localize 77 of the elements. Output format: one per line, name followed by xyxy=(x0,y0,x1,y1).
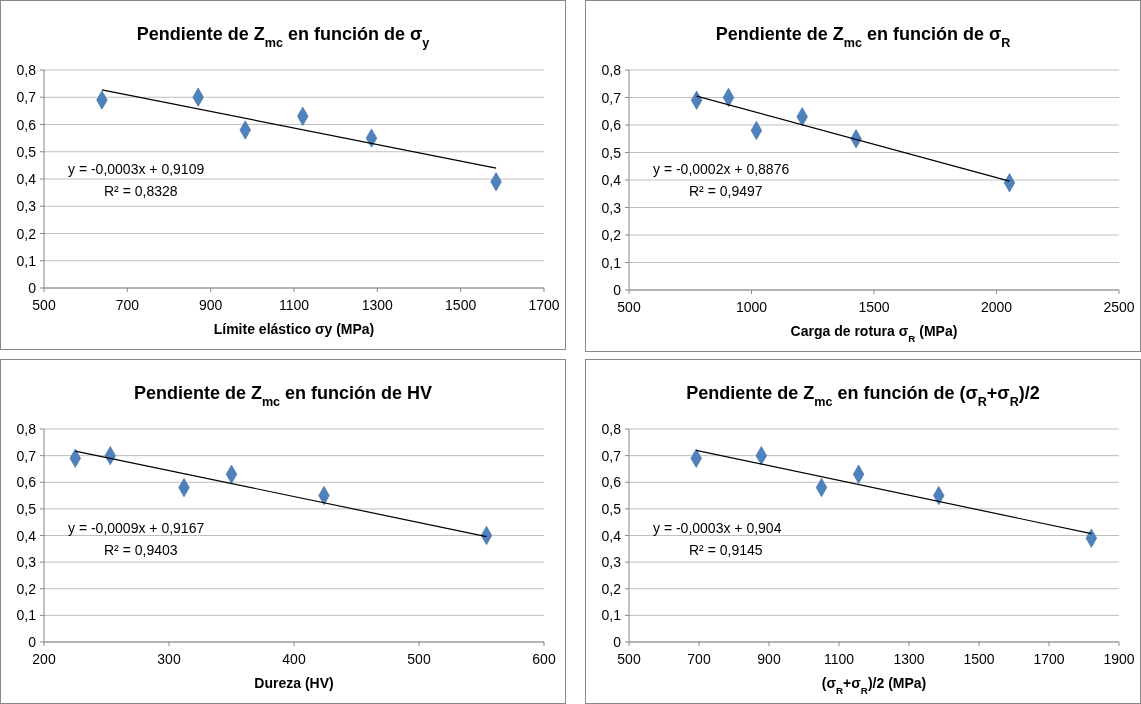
x-tick-label: 500 xyxy=(407,651,431,667)
chart-title: Pendiente de Z$_{mc}$ en función de σ$_{R}$ xyxy=(715,24,1011,50)
y-tick-label: 0 xyxy=(28,280,37,296)
annotation: R² = 0,9403 xyxy=(104,542,178,558)
x-tick-label: 700 xyxy=(115,297,140,313)
x-axis-title: Dureza (HV) xyxy=(254,675,334,691)
y-tick-label: 0,2 xyxy=(601,580,622,597)
y-tick-label: 0,7 xyxy=(601,89,622,106)
y-tick-label: 0,6 xyxy=(601,117,622,133)
chart-title: Pendiente de Z$_{mc}$ en función de HV xyxy=(133,383,433,409)
y-tick-label: 0 xyxy=(613,282,622,298)
x-tick-label: 1700 xyxy=(528,297,560,313)
y-tick-label: 0,8 xyxy=(601,421,622,437)
y-tick-label: 0,3 xyxy=(16,198,37,215)
y-tick-label: 0,7 xyxy=(16,89,37,106)
annotation: y = -0,0003x + 0,9109 xyxy=(68,161,205,177)
x-tick-label: 2000 xyxy=(980,299,1013,315)
y-tick-label: 0,1 xyxy=(16,607,37,624)
x-tick-label: 500 xyxy=(617,651,641,667)
x-tick-label: 1000 xyxy=(735,299,768,315)
x-axis-title: (σ$_{R}$+σ$_{R}$)/2 (MPa) xyxy=(821,675,927,696)
y-tick-label: 0,4 xyxy=(16,171,37,187)
x-tick-label: 900 xyxy=(198,297,223,313)
y-tick-label: 0,3 xyxy=(601,199,622,216)
x-axis-title: Carga de rotura σ$_{R}$ (MPa) xyxy=(790,323,958,344)
x-tick-label: 1300 xyxy=(893,651,925,667)
y-tick-label: 0,5 xyxy=(601,144,622,161)
y-tick-label: 0,8 xyxy=(601,62,622,78)
x-tick-label: 2500 xyxy=(1103,299,1135,315)
x-tick-label: 1500 xyxy=(963,651,995,667)
y-tick-label: 0,4 xyxy=(16,527,37,544)
y-tick-label: 0 xyxy=(28,634,37,650)
y-tick-label: 0,2 xyxy=(16,580,37,597)
y-tick-label: 0,5 xyxy=(601,500,622,517)
chart-title: Pendiente de Z$_{mc}$ en función de σ$_{y}$ xyxy=(136,24,430,50)
y-tick-label: 0,5 xyxy=(16,143,37,160)
y-tick-label: 0,4 xyxy=(601,527,622,544)
y-tick-label: 0,4 xyxy=(601,172,622,188)
x-tick-label: 300 xyxy=(157,651,181,667)
x-tick-label: 1900 xyxy=(1103,651,1135,667)
x-tick-label: 600 xyxy=(532,651,556,667)
y-tick-label: 0,2 xyxy=(601,227,622,243)
x-tick-label: 200 xyxy=(32,651,56,667)
x-tick-label: 1500 xyxy=(858,299,890,315)
y-tick-label: 0,6 xyxy=(16,116,37,133)
y-tick-label: 0 xyxy=(613,634,622,650)
x-tick-label: 500 xyxy=(32,297,56,313)
annotation: y = -0,0003x + 0,904 xyxy=(653,520,782,536)
y-tick-label: 0,6 xyxy=(601,474,622,491)
y-tick-label: 0,7 xyxy=(16,447,37,464)
y-tick-label: 0,1 xyxy=(601,254,622,271)
y-tick-label: 0,6 xyxy=(16,474,37,491)
x-tick-label: 900 xyxy=(757,651,781,667)
y-tick-label: 0,5 xyxy=(16,500,37,517)
x-tick-label: 700 xyxy=(687,651,711,667)
y-tick-label: 0,3 xyxy=(601,554,622,571)
y-tick-label: 0,7 xyxy=(601,447,622,464)
y-tick-label: 0,1 xyxy=(16,252,37,269)
annotation: R² = 0,9145 xyxy=(689,542,763,558)
x-tick-label: 1300 xyxy=(361,297,394,313)
x-tick-label: 400 xyxy=(282,651,306,667)
y-tick-label: 0,1 xyxy=(601,607,622,624)
annotation: R² = 0,8328 xyxy=(104,183,178,199)
annotation: R² = 0,9497 xyxy=(689,183,763,199)
x-tick-label: 1700 xyxy=(1033,651,1065,667)
y-tick-label: 0,2 xyxy=(16,225,37,242)
y-tick-label: 0,8 xyxy=(16,62,37,78)
x-tick-label: 500 xyxy=(617,299,641,315)
x-tick-label: 1500 xyxy=(445,297,477,313)
x-tick-label: 1100 xyxy=(278,297,310,313)
x-axis-title: Límite elástico σy (MPa) xyxy=(213,321,375,337)
y-tick-label: 0,8 xyxy=(16,421,37,437)
chart-title: Pendiente de Z$_{mc}$ en función de (σ$_{R}$+σ$_{R}$)/2 xyxy=(686,383,1040,409)
x-tick-label: 1100 xyxy=(823,651,855,667)
annotation: y = -0,0009x + 0,9167 xyxy=(68,520,205,536)
annotation: y = -0,0002x + 0,8876 xyxy=(653,161,790,177)
y-tick-label: 0,3 xyxy=(16,554,37,571)
